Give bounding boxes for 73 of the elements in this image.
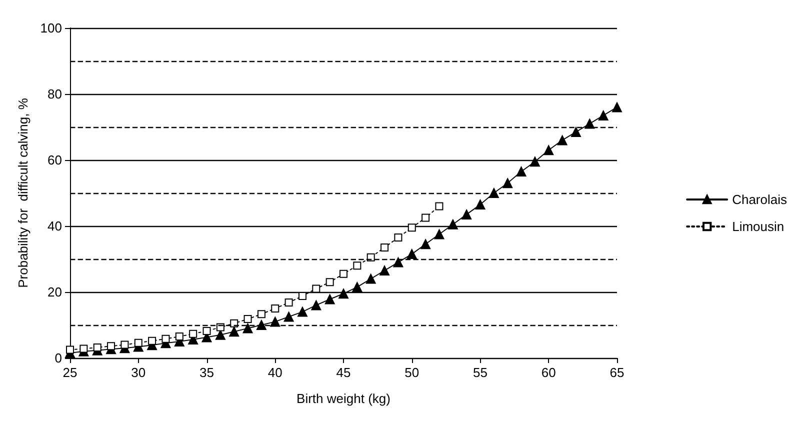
point xyxy=(229,326,240,337)
point xyxy=(393,257,404,268)
x-tick-label: 40 xyxy=(268,365,282,380)
point xyxy=(338,288,348,299)
point xyxy=(475,200,486,210)
x-tick-label: 25 xyxy=(62,365,78,380)
y-tick-label: 20 xyxy=(48,284,62,300)
point xyxy=(422,214,430,222)
x-tick-label: 65 xyxy=(610,365,624,380)
y-tick-label: 0 xyxy=(54,350,62,366)
point xyxy=(215,330,226,340)
x-tick-label: 30 xyxy=(131,365,146,380)
point xyxy=(256,320,266,330)
point xyxy=(242,323,253,334)
point xyxy=(189,330,198,338)
point xyxy=(271,304,280,312)
point xyxy=(324,294,335,304)
point xyxy=(544,145,554,156)
y-tick-label: 100 xyxy=(40,20,62,36)
point xyxy=(148,336,156,345)
point xyxy=(80,344,88,353)
point xyxy=(408,224,416,232)
x-tick-label: 35 xyxy=(200,365,214,380)
point xyxy=(120,340,129,349)
point xyxy=(162,334,170,343)
point xyxy=(284,298,293,307)
point xyxy=(340,270,348,278)
point xyxy=(366,253,375,262)
x-tick-label: 50 xyxy=(404,365,420,380)
point xyxy=(557,135,568,146)
point xyxy=(448,219,458,230)
point xyxy=(134,338,142,347)
point xyxy=(434,229,444,240)
point xyxy=(107,342,116,350)
point xyxy=(93,343,102,352)
point xyxy=(394,234,402,242)
point xyxy=(462,209,472,220)
point xyxy=(502,178,513,188)
point xyxy=(326,278,334,286)
point xyxy=(570,126,581,137)
point xyxy=(380,243,389,252)
point xyxy=(516,166,526,177)
point xyxy=(352,282,362,292)
point xyxy=(353,262,362,270)
x-tick-label: 55 xyxy=(473,365,488,380)
point xyxy=(66,346,74,354)
y-tick-label: 40 xyxy=(48,218,62,234)
point xyxy=(598,110,608,120)
point xyxy=(435,202,444,210)
y-axis-title: Probability for difficult calving, % xyxy=(15,98,30,288)
point xyxy=(244,315,252,324)
point xyxy=(175,332,184,341)
legend-label: Charolais xyxy=(732,192,788,207)
point xyxy=(297,306,308,317)
point xyxy=(612,102,622,112)
point xyxy=(284,312,294,322)
x-axis-title: Birth weight (kg) xyxy=(296,391,390,406)
point xyxy=(257,310,266,318)
point xyxy=(420,239,431,250)
point xyxy=(488,188,499,198)
point xyxy=(530,156,540,167)
point xyxy=(380,266,390,276)
point xyxy=(312,284,320,293)
point xyxy=(202,326,211,335)
point xyxy=(311,300,322,310)
point xyxy=(230,319,238,328)
y-tick-label: 60 xyxy=(48,152,62,168)
point xyxy=(366,274,376,284)
y-tick-label: 80 xyxy=(48,86,62,102)
legend-label: Limousin xyxy=(732,219,784,234)
point xyxy=(406,249,417,260)
x-tick-label: 60 xyxy=(541,365,556,380)
x-tick-label: 45 xyxy=(336,365,351,380)
